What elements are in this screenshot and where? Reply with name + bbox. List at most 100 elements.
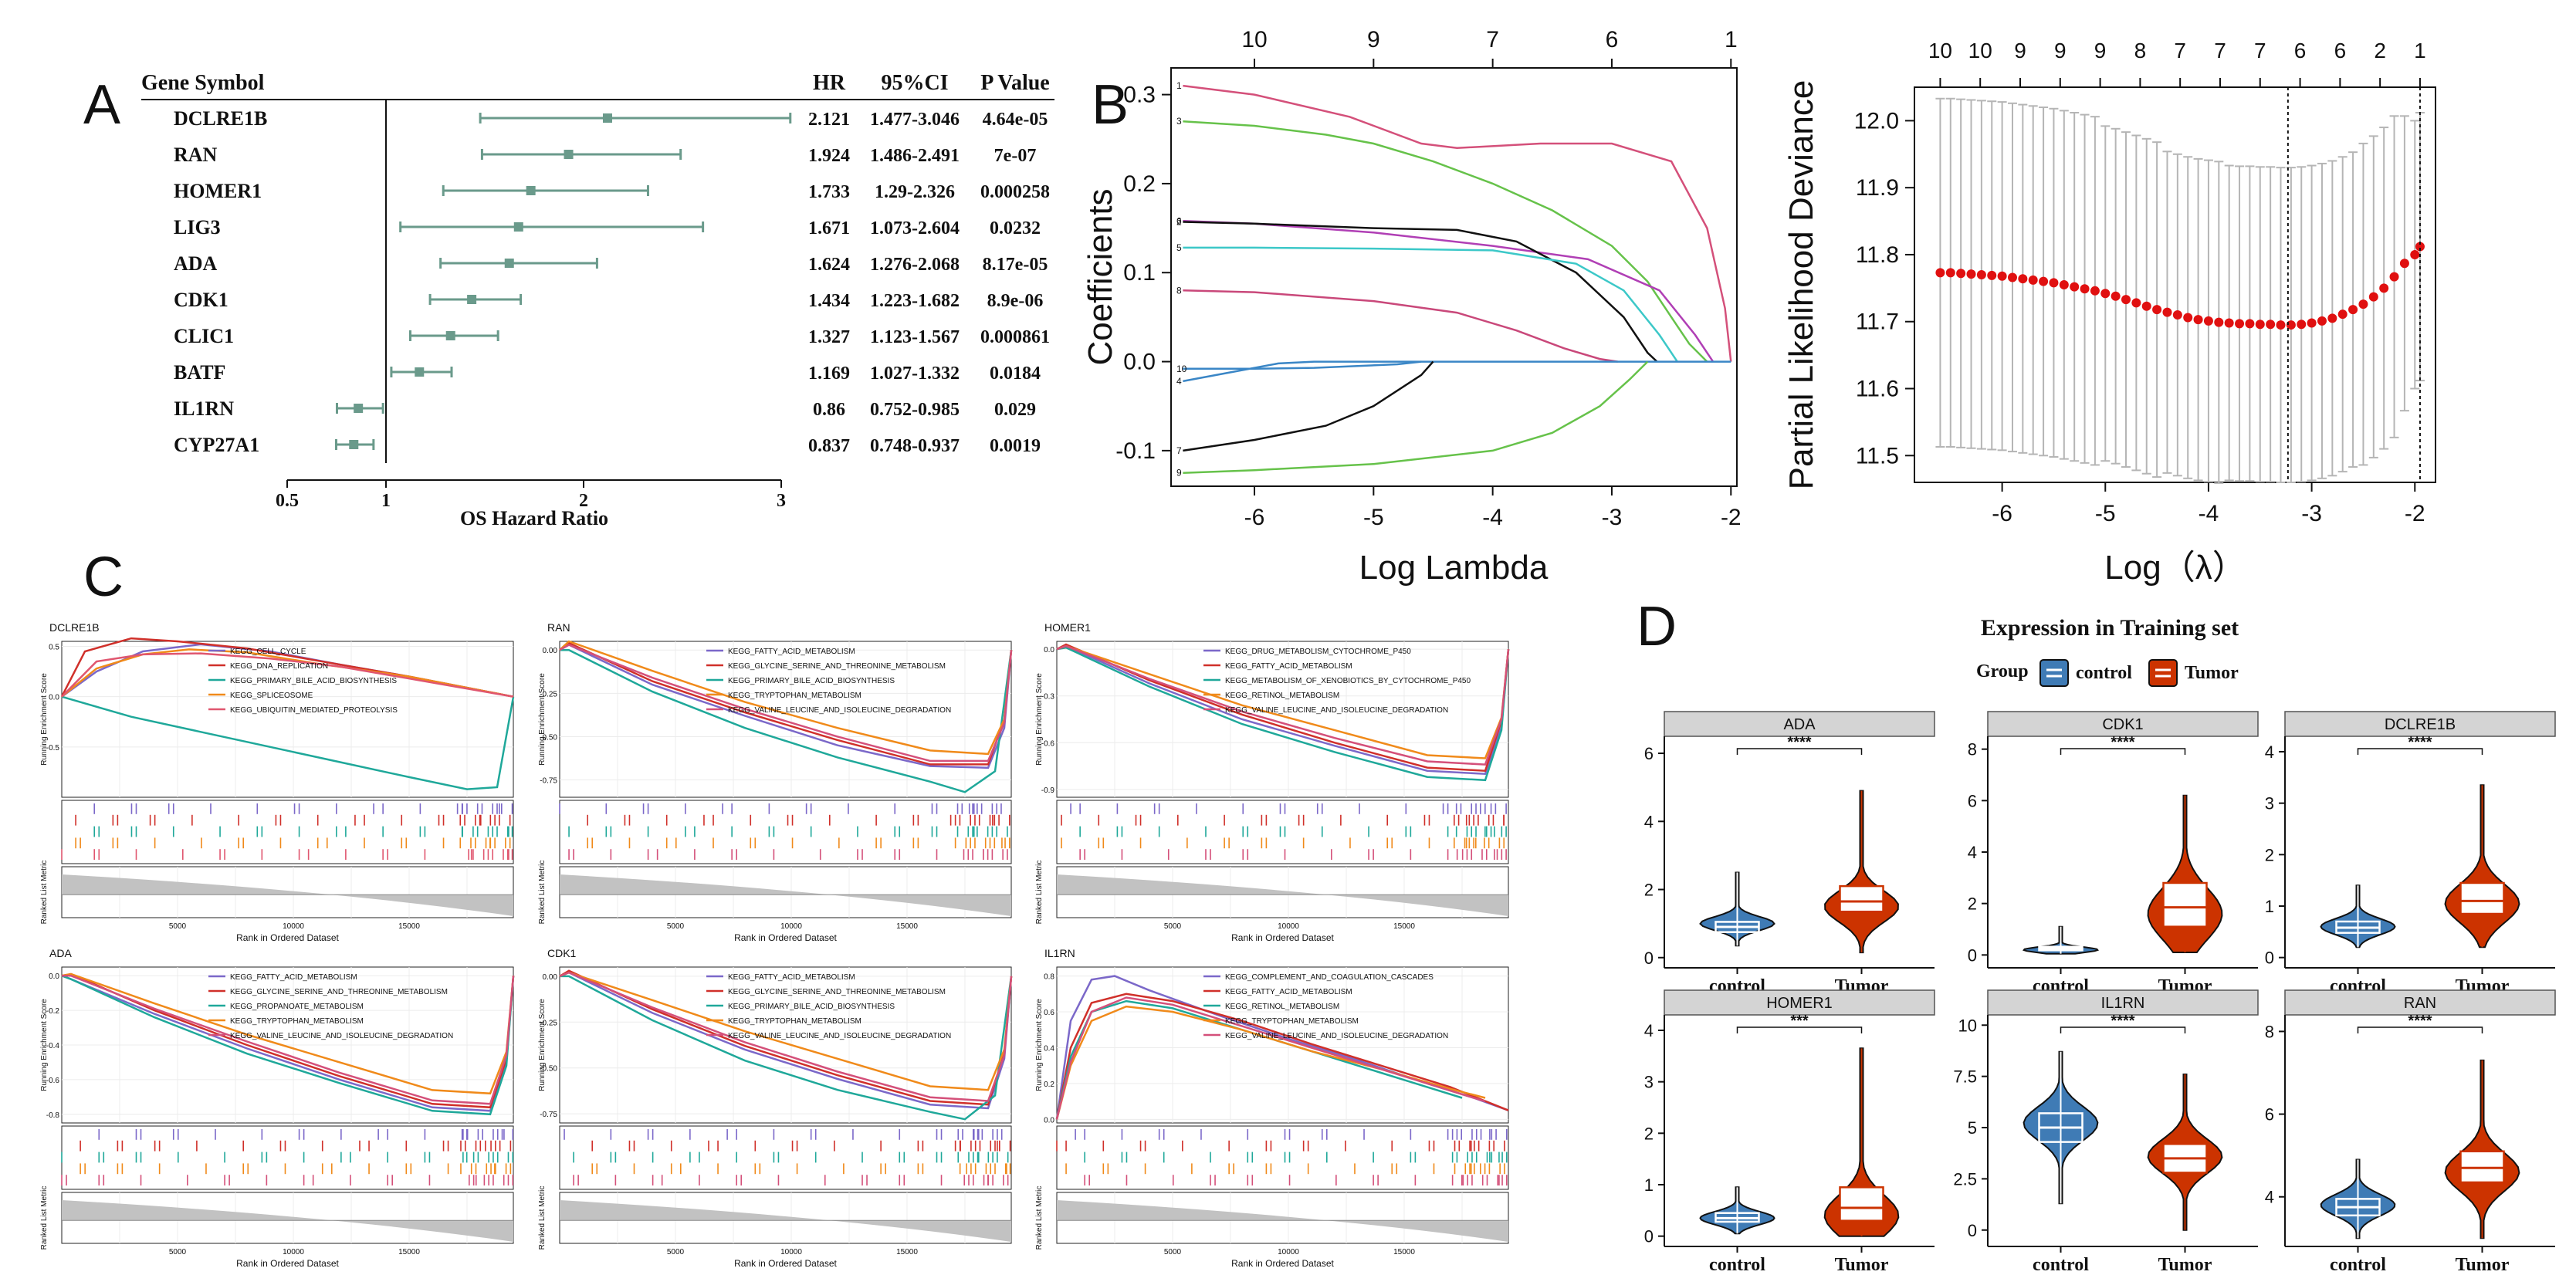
gene-label: CDK1 [174, 289, 228, 311]
p-value: 0.000258 [980, 182, 1050, 202]
cv-point [2266, 320, 2276, 330]
es-curve [1056, 646, 1510, 782]
cv-point [2172, 310, 2182, 320]
metric-axis-title: Ranked List Metric [1035, 861, 1044, 925]
rank-tick-label: 5000 [1164, 1248, 1182, 1256]
top-tick-label: 6 [1606, 27, 1619, 52]
legend-label: KEGG_DNA_REPLICATION [230, 662, 328, 671]
es-y-tick-label: -0.6 [46, 1077, 60, 1085]
coef-path [1183, 221, 1658, 363]
x-tick-label: -4 [1482, 505, 1503, 530]
group-label: Tumor [2456, 1255, 2510, 1275]
y-tick-label: 1 [1644, 1175, 1654, 1195]
es-curve [559, 971, 1013, 1110]
hr-point [513, 222, 523, 232]
es-curve [1056, 644, 1510, 766]
y-tick-label: 3 [2265, 794, 2274, 813]
es-y-tick-label: 0.0 [49, 972, 59, 981]
legend-label: KEGG_CELL_CYCLE [230, 648, 306, 656]
facet-strip [1987, 989, 2259, 1016]
box [2162, 881, 2208, 928]
legend-label: KEGG_GLYCINE_SERINE_AND_THREONINE_METABO… [230, 988, 448, 996]
coef-path [1183, 360, 1731, 370]
coef-path [1183, 246, 1678, 363]
gene-label: IL1RN [174, 397, 234, 420]
top-tick-label: 7 [2254, 39, 2266, 63]
es-y-tick-label: 0.0 [1044, 646, 1054, 654]
gsea-panel: DCLRE1B 0.5 0.0 -0.5 KEGG_CELL_CYCLE KEGG_DNA… [40, 621, 515, 943]
top-tick-label: 6 [2334, 39, 2347, 63]
es-curve [559, 640, 1013, 756]
ranked-metric-area [1057, 874, 1508, 916]
y-tick-label: 4 [1644, 1021, 1654, 1040]
y-tick-label: 2.5 [1953, 1169, 1977, 1189]
rank-axis-title: Rank in Ordered Dataset [734, 932, 837, 943]
ranked-metric-area [560, 1200, 1011, 1242]
significance-bracket [2060, 1026, 2186, 1033]
ranked-metric-area [62, 1200, 513, 1242]
coef-path [1183, 120, 1708, 363]
y-tick-label: 0 [2265, 949, 2274, 968]
ranked-metric-area [1057, 1200, 1508, 1242]
x-axis-title: Log Lambda [1359, 549, 1549, 587]
facet-strip [2284, 711, 2556, 737]
ci-value: 1.477-3.046 [870, 110, 960, 130]
box [1839, 1186, 1884, 1222]
rank-axis-title: Rank in Ordered Dataset [236, 1258, 339, 1269]
significance-stars: **** [1787, 734, 1811, 751]
coef-path [1183, 360, 1434, 452]
lasso-cv-plot: -6 -5 -4 -3 -2 11.5 11.6 11.7 11.8 11.9 12.0 10 10 9 9… [1782, 39, 2436, 587]
y-axis-title: Coefficients [1082, 188, 1119, 365]
top-tick-label: 7 [2174, 39, 2186, 63]
es-curve [1055, 999, 1463, 1120]
es-frame [1056, 966, 1509, 1124]
top-tick-label: 9 [2014, 39, 2026, 63]
significance-stars: **** [2408, 734, 2432, 751]
p-value: 8.9e-06 [987, 291, 1044, 311]
gsea-panel: IL1RN 0.8 0.6 0.4 0.2 0.0 KEGG_COMPLEMENT_AND_… [1035, 947, 1509, 1269]
cv-point [2348, 305, 2358, 315]
y-tick-label: 1 [2265, 897, 2274, 916]
facet-title: RAN [2404, 995, 2436, 1012]
es-y-tick-label: 0.8 [1044, 973, 1054, 982]
group-label: control [2330, 1255, 2386, 1275]
gene-label: CYP27A1 [174, 434, 259, 456]
cv-point [2337, 309, 2348, 320]
y-tick-label: 2 [2265, 845, 2274, 864]
x-tick-label: -6 [1992, 501, 2012, 526]
legend-label: KEGG_METABOLISM_OF_XENOBIOTICS_BY_CYTOCH… [1225, 677, 1471, 685]
cv-point [1945, 268, 1955, 278]
header-ci: 95%CI [881, 71, 948, 95]
gene-label: HOMER1 [174, 180, 262, 202]
significance-stars: *** [1790, 1013, 1809, 1030]
top-tick-label: 7 [1486, 27, 1499, 52]
significance-stars: **** [2111, 734, 2134, 751]
y-tick-label: 4 [2265, 742, 2274, 762]
legend-label: KEGG_RETINOL_METABOLISM [1225, 692, 1339, 700]
box [1839, 884, 1884, 913]
gsea-panel-title: DCLRE1B [49, 621, 100, 634]
y-tick-label: 0.3 [1123, 83, 1156, 108]
es-curve [61, 975, 515, 1112]
legend-label: KEGG_RETINOL_METABOLISM [1225, 1003, 1339, 1011]
header-pvalue: P Value [980, 71, 1049, 95]
es-curve [61, 972, 515, 1095]
legend-label: KEGG_GLYCINE_SERINE_AND_THREONINE_METABO… [728, 662, 946, 671]
plot-frame [1170, 67, 1738, 487]
violin-facet: HOMER1 0 1 2 3 4 *** control Tumor [1644, 989, 1935, 1275]
legend-label: KEGG_FATTY_ACID_METABOLISM [1225, 662, 1352, 671]
significance-bracket [2060, 748, 2186, 755]
rank-tick-label: 5000 [1164, 922, 1182, 931]
legend-label: KEGG_FATTY_ACID_METABOLISM [230, 973, 357, 982]
top-tick-label: 9 [2054, 39, 2067, 63]
top-tick-label: 8 [2134, 39, 2147, 63]
coef-path [1183, 360, 1649, 474]
es-y-tick-label: -0.25 [540, 690, 557, 698]
rank-axis-title: Rank in Ordered Dataset [1231, 1258, 1334, 1269]
group-label: Tumor [1835, 1255, 1889, 1275]
gsea-plots: DCLRE1B 0.5 0.0 -0.5 KEGG_CELL_CYCLE KEGG_DNA… [40, 621, 1510, 1269]
x-tick-label: -2 [1721, 505, 1742, 530]
